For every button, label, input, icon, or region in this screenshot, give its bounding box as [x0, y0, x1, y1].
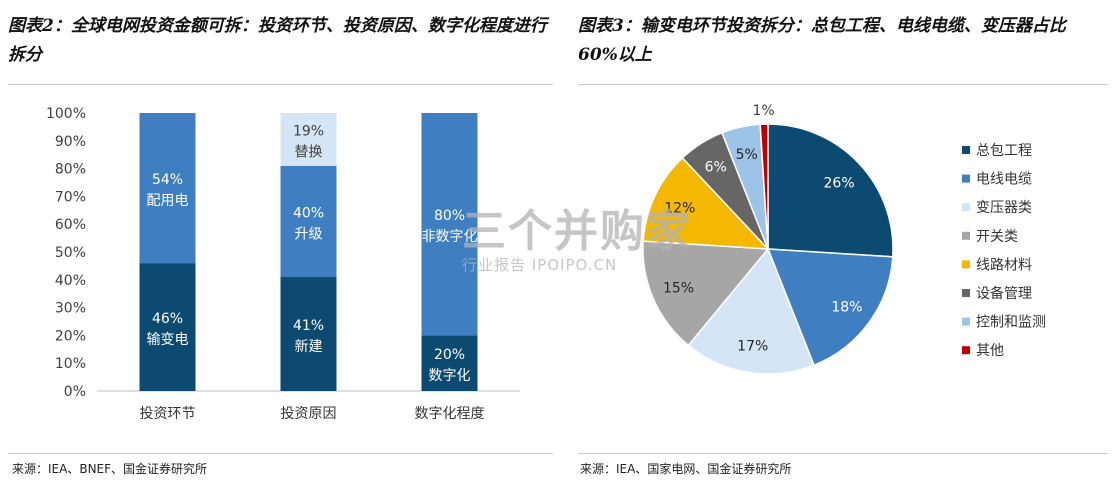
bar-category-label: 配用电 [147, 193, 189, 209]
bar-value-label: 40% [293, 205, 324, 221]
bar-category-label: 非数字化 [422, 229, 478, 245]
right-bottom-divider [578, 453, 1108, 454]
right-source-note: 来源：IEA、国家电网、国金证券研究所 [580, 462, 792, 476]
bar-category-label: 替换 [295, 143, 323, 160]
legend-swatch [962, 231, 970, 240]
x-tick-label: 数字化程度 [415, 406, 485, 422]
legend-label: 设备管理 [976, 285, 1032, 302]
y-tick-label: 40% [55, 273, 86, 289]
left-source-note: 来源：IEA、BNEF、国金证券研究所 [12, 462, 208, 476]
legend-label: 变压器类 [976, 200, 1032, 216]
bar-segment [139, 263, 196, 391]
bar-segment [280, 113, 337, 166]
pie-slice [687, 247, 815, 375]
pie-slice-label: 1% [753, 103, 775, 119]
legend-label: 电线电缆 [976, 172, 1032, 188]
legend-swatch [962, 146, 970, 154]
pie-slice-label: 15% [663, 281, 694, 297]
bar-value-label: 19% [293, 123, 324, 139]
pie-slice [642, 240, 770, 347]
legend-label: 其他 [976, 343, 1004, 359]
pie-slice [642, 156, 770, 250]
pie-slice-label: 5% [736, 147, 758, 163]
right-top-divider [578, 84, 1108, 85]
pie-slice [766, 248, 894, 367]
bar-value-label: 41% [293, 318, 324, 334]
pie-slice-label: 26% [824, 175, 855, 191]
legend-label: 线路材料 [976, 257, 1032, 273]
pie-slice [759, 123, 769, 250]
legend-label: 控制和监测 [976, 315, 1046, 331]
bar-segment [139, 113, 196, 264]
bar-value-label: 80% [434, 208, 465, 224]
y-tick-label: 20% [55, 328, 86, 344]
pie-slice-label: 12% [664, 200, 695, 216]
y-tick-label: 80% [55, 162, 86, 178]
left-bottom-divider [8, 453, 553, 454]
left-top-divider [8, 84, 553, 85]
y-tick-label: 10% [55, 356, 86, 372]
bar-segment [421, 335, 478, 391]
bar-value-label: 46% [152, 311, 183, 327]
y-tick-label: 90% [55, 134, 86, 150]
legend-label: 总包工程 [976, 143, 1032, 159]
legend-swatch [962, 289, 970, 297]
bar-category-label: 升级 [295, 226, 323, 242]
legend-swatch [962, 317, 970, 326]
y-tick-label: 50% [55, 245, 86, 261]
bar-category-label: 数字化 [429, 368, 471, 384]
legend-swatch [962, 346, 970, 355]
bar-category-label: 输变电 [147, 332, 189, 348]
legend-swatch [962, 174, 970, 183]
pie-slice-label: 18% [831, 299, 862, 315]
bar-segment [280, 165, 337, 278]
y-tick-label: 30% [55, 301, 86, 317]
y-tick-label: 0% [64, 384, 86, 400]
bar-value-label: 20% [434, 347, 465, 363]
bar-segment [421, 113, 478, 336]
pie-slice-label: 17% [737, 338, 768, 354]
y-tick-label: 100% [46, 106, 86, 122]
pie-slice [767, 123, 894, 258]
bar-value-label: 54% [152, 172, 183, 188]
legend-swatch [962, 203, 970, 212]
y-tick-label: 60% [55, 217, 86, 233]
pie-slice-label: 6% [705, 160, 727, 176]
x-tick-label: 投资环节 [140, 406, 196, 422]
legend-label: 开关类 [976, 229, 1018, 245]
left-chart-title: 图表2：全球电网投资金额可拆：投资环节、投资原因、数字化程度进行拆分 [8, 16, 547, 65]
bar-segment [280, 277, 337, 391]
x-tick-label: 投资原因 [281, 406, 337, 422]
legend-swatch [962, 260, 970, 269]
right-chart-title: 图表3：输变电环节投资拆分：总包工程、电线电缆、变压器占比 60%以上 [578, 16, 1066, 65]
bar-category-label: 新建 [295, 339, 323, 355]
y-tick-label: 70% [55, 189, 86, 205]
